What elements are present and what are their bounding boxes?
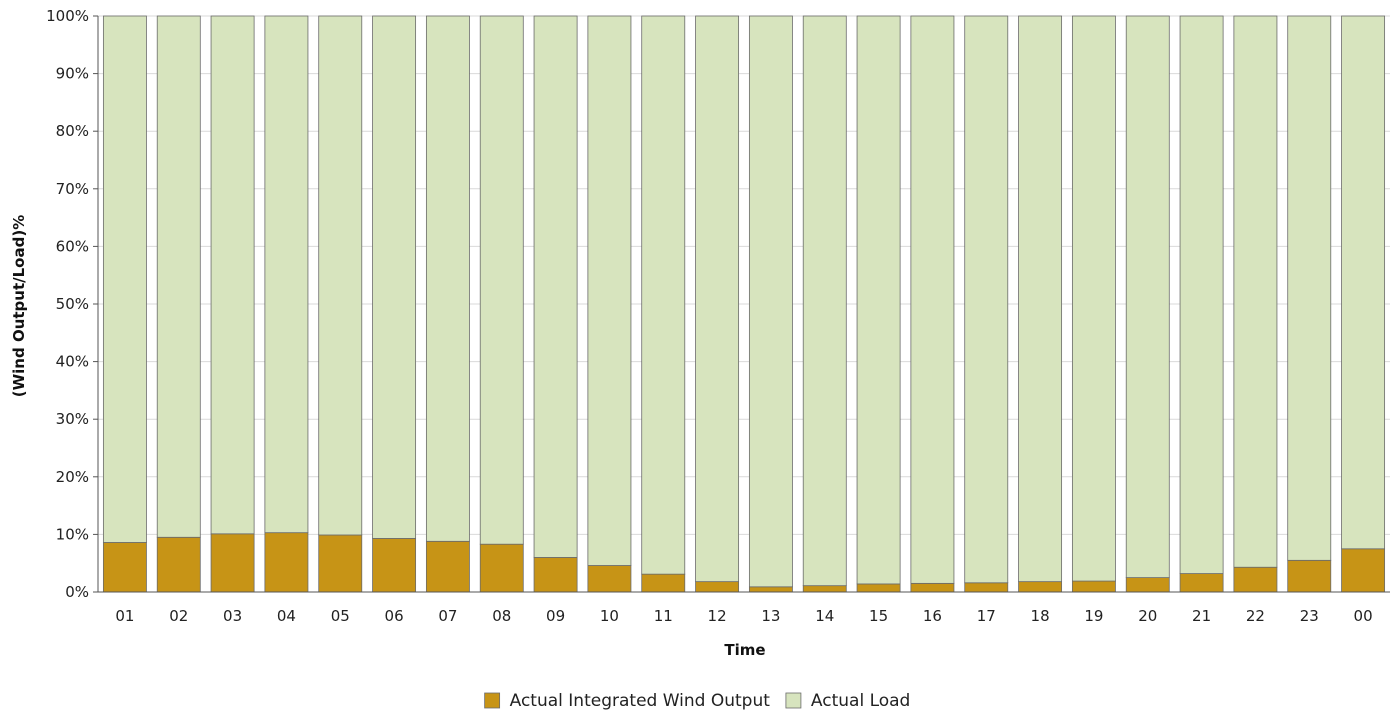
bar-wind-output bbox=[479, 543, 524, 593]
bar-actual-load bbox=[210, 15, 255, 535]
legend-swatch bbox=[785, 692, 802, 709]
bar-actual-load bbox=[264, 15, 309, 534]
bar-actual-load bbox=[102, 15, 147, 543]
x-tick-label: 23 bbox=[1300, 607, 1319, 625]
bar-actual-load bbox=[748, 15, 793, 588]
x-tick-label: 11 bbox=[654, 607, 673, 625]
bar-actual-load bbox=[802, 15, 847, 587]
bar-actual-load bbox=[641, 15, 686, 575]
bars bbox=[102, 15, 1386, 593]
y-axis-title: (Wind Output/Load)% bbox=[10, 215, 28, 397]
x-tick-label: 19 bbox=[1084, 607, 1103, 625]
x-tick-label: 12 bbox=[708, 607, 727, 625]
bar-wind-output bbox=[1018, 581, 1063, 593]
x-tick-label: 16 bbox=[923, 607, 942, 625]
x-tick-label: 01 bbox=[115, 607, 134, 625]
x-tick-label: 08 bbox=[492, 607, 511, 625]
bar-wind-output bbox=[910, 582, 955, 593]
x-axis-title: Time bbox=[724, 641, 765, 659]
bar-actual-load bbox=[964, 15, 1009, 584]
bar-actual-load bbox=[156, 15, 201, 538]
x-tick-label: 05 bbox=[331, 607, 350, 625]
bar-wind-output bbox=[856, 583, 901, 593]
x-tick-label: 17 bbox=[977, 607, 996, 625]
x-tick-label: 14 bbox=[815, 607, 834, 625]
bar-wind-output bbox=[802, 585, 847, 593]
bar-actual-load bbox=[1179, 15, 1224, 574]
legend-item: Actual Load bbox=[785, 691, 910, 711]
bar-wind-output bbox=[372, 538, 417, 593]
bar-actual-load bbox=[1071, 15, 1116, 582]
bar-actual-load bbox=[479, 15, 524, 545]
x-tick-label: 09 bbox=[546, 607, 565, 625]
x-tick-label: 04 bbox=[277, 607, 296, 625]
y-tick-label: 80% bbox=[56, 122, 89, 140]
bar-wind-output bbox=[748, 586, 793, 593]
bar-actual-load bbox=[1233, 15, 1278, 568]
bar-wind-output bbox=[1341, 548, 1386, 593]
bar-wind-output bbox=[964, 582, 1009, 593]
bar-wind-output bbox=[1125, 577, 1170, 593]
x-tick-label: 22 bbox=[1246, 607, 1265, 625]
bar-wind-output bbox=[1287, 559, 1332, 593]
bar-wind-output bbox=[1071, 580, 1116, 593]
bar-wind-output bbox=[587, 565, 632, 593]
legend-swatch bbox=[484, 692, 501, 709]
bar-wind-output bbox=[695, 581, 740, 593]
y-tick-label: 10% bbox=[56, 525, 89, 543]
y-tick-label: 100% bbox=[46, 7, 89, 25]
x-tick-labels: 01 02 03 04 05 06 07 08 09 10 11 12 13 14 15 16 17 18 19 20… bbox=[115, 607, 1372, 625]
y-tick-label: 40% bbox=[56, 353, 89, 371]
x-tick-label: 03 bbox=[223, 607, 242, 625]
y-tick-label: 50% bbox=[56, 295, 89, 313]
x-tick-label: 02 bbox=[169, 607, 188, 625]
x-tick-label: 00 bbox=[1354, 607, 1373, 625]
y-tick-label: 90% bbox=[56, 65, 89, 83]
bar-actual-load bbox=[1125, 15, 1170, 578]
bar-wind-output bbox=[533, 557, 578, 593]
bar-actual-load bbox=[856, 15, 901, 585]
x-tick-label: 13 bbox=[761, 607, 780, 625]
legend: Actual Integrated Wind Output Actual Load bbox=[484, 691, 910, 711]
grid-lines bbox=[93, 15, 1390, 593]
x-tick-label: 20 bbox=[1138, 607, 1157, 625]
bar-actual-load bbox=[910, 15, 955, 584]
bar-actual-load bbox=[1341, 15, 1386, 550]
bar-wind-output bbox=[210, 533, 255, 593]
y-tick-label: 30% bbox=[56, 410, 89, 428]
y-tick-label: 60% bbox=[56, 237, 89, 255]
bar-wind-output bbox=[264, 532, 309, 593]
bar-wind-output bbox=[156, 536, 201, 593]
bar-actual-load bbox=[425, 15, 470, 542]
bar-actual-load bbox=[695, 15, 740, 583]
legend-label: Actual Load bbox=[811, 691, 910, 711]
x-tick-label: 18 bbox=[1031, 607, 1050, 625]
bar-actual-load bbox=[1287, 15, 1332, 561]
bar-actual-load bbox=[318, 15, 363, 536]
x-tick-label: 21 bbox=[1192, 607, 1211, 625]
bar-wind-output bbox=[318, 534, 363, 593]
bar-actual-load bbox=[587, 15, 632, 566]
x-tick-label: 06 bbox=[385, 607, 404, 625]
y-tick-labels: 0% 10% 20% 30% 40% 50% 60% 70% 80% 90% 100% bbox=[46, 7, 89, 601]
bar-actual-load bbox=[533, 15, 578, 558]
bar-wind-output bbox=[102, 542, 147, 593]
axes bbox=[97, 16, 1390, 593]
x-tick-label: 07 bbox=[438, 607, 457, 625]
bar-wind-output bbox=[1233, 566, 1278, 593]
bar-wind-output bbox=[425, 540, 470, 593]
y-tick-label: 0% bbox=[65, 583, 89, 601]
bar-wind-output bbox=[1179, 573, 1224, 593]
legend-item: Actual Integrated Wind Output bbox=[484, 691, 771, 711]
bar-wind-output bbox=[641, 573, 686, 593]
legend-label: Actual Integrated Wind Output bbox=[510, 691, 771, 711]
bar-actual-load bbox=[1018, 15, 1063, 583]
x-tick-label: 15 bbox=[869, 607, 888, 625]
x-tick-label: 10 bbox=[600, 607, 619, 625]
y-tick-label: 20% bbox=[56, 468, 89, 486]
bar-actual-load bbox=[372, 15, 417, 539]
y-tick-label: 70% bbox=[56, 180, 89, 198]
